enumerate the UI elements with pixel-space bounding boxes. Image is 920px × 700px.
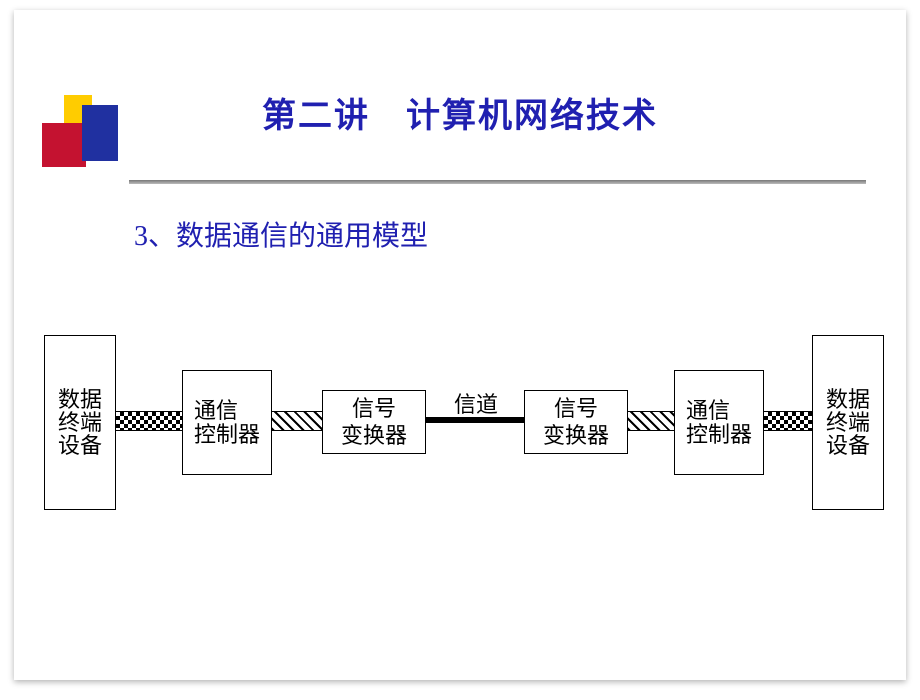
box-conv-l: 信号变换器 <box>322 390 426 454</box>
decor-square <box>42 123 86 167</box>
slide-subtitle: 3、数据通信的通用模型 <box>134 214 428 254</box>
box-label: 信号变换器 <box>341 395 407 450</box>
box-label: 通控信制 器 <box>686 399 752 445</box>
box-label: 信号变换器 <box>543 395 609 450</box>
comm-model-diagram: 信道 数终设据端备 通控信制 器 信号变换器 信号变换器 通控信制 器 数终设据端备 <box>34 335 886 535</box>
connector-check <box>116 411 182 431</box>
connector-solid <box>426 417 524 423</box>
title-rule <box>129 180 866 184</box>
box-dte-r: 数终设据端备 <box>812 335 884 510</box>
connector-diag <box>628 411 674 431</box>
channel-label: 信道 <box>454 387 498 419</box>
slide-title: 第二讲 计算机网络技术 <box>14 10 906 137</box>
corner-decor <box>34 95 124 185</box>
connector-diag <box>272 411 322 431</box>
box-label: 数终设据端备 <box>58 388 102 457</box>
box-ctrl-r: 通控信制 器 <box>674 370 764 475</box>
connector-check <box>764 411 812 431</box>
box-label: 数终设据端备 <box>826 388 870 457</box>
box-dte-l: 数终设据端备 <box>44 335 116 510</box>
box-label: 通控信制 器 <box>194 399 260 445</box>
box-conv-r: 信号变换器 <box>524 390 628 454</box>
slide: 第二讲 计算机网络技术 3、数据通信的通用模型 信道 数终设据端备通控信制 器信… <box>14 10 906 680</box>
decor-square <box>82 105 118 161</box>
box-ctrl-l: 通控信制 器 <box>182 370 272 475</box>
